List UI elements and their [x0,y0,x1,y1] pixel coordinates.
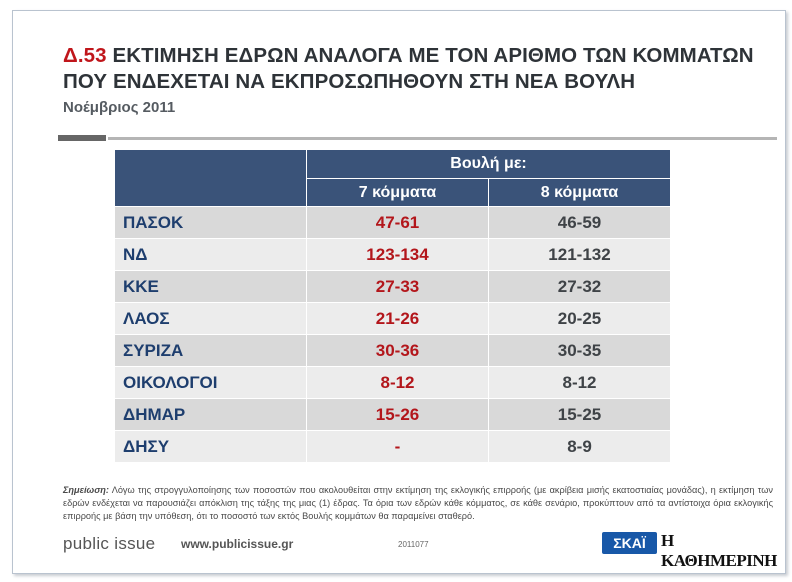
survey-code: 2011077 [398,540,429,549]
divider-line [108,137,777,140]
divider-accent [58,135,106,141]
seats-7-parties: 15-26 [306,398,489,431]
seats-7-parties: 123-134 [306,238,489,271]
skai-logo-text: ΣΚΑΪ [613,535,646,551]
slide: Δ.53 ΕΚΤΙΜΗΣΗ ΕΔΡΩΝ ΑΝΑΛΟΓΑ ΜΕ ΤΟΝ ΑΡΙΘΜ… [12,10,786,574]
seats-7-parties: 8-12 [306,366,489,399]
header-corner-cell [114,149,307,207]
table-row: ΟΙΚΟΛΟΓΟΙ 8-12 8-12 [114,366,671,399]
party-name: ΔΗΜΑΡ [114,398,307,431]
title-line-1: ΕΚΤΙΜΗΣΗ ΕΔΡΩΝ ΑΝΑΛΟΓΑ ΜΕ ΤΟΝ ΑΡΙΘΜΟ ΤΩΝ… [112,44,754,67]
table-row: ΔΗΣΥ - 8-9 [114,430,671,463]
party-name: ΟΙΚΟΛΟΓΟΙ [114,366,307,399]
party-name: ΔΗΣΥ [114,430,307,463]
table-row: ΣΥΡΙΖΑ 30-36 30-35 [114,334,671,367]
seats-8-parties: 8-9 [488,430,671,463]
seats-7-parties: 47-61 [306,206,489,239]
column-header-8-parties: 8 κόμματα [488,178,671,207]
brand-name: public issue [63,534,156,553]
seats-8-parties: 121-132 [488,238,671,271]
table-row: ΛΑΟΣ 21-26 20-25 [114,302,671,335]
party-name: ΝΔ [114,238,307,271]
table-header-row: Βουλή με: [114,149,671,207]
kathimerini-logo: Η ΚΑΘΗΜΕΡΙΝΗ [661,531,777,570]
party-name: ΠΑΣΟΚ [114,206,307,239]
seats-7-parties: 27-33 [306,270,489,303]
seats-8-parties: 27-32 [488,270,671,303]
group-header: Βουλή με: [306,149,671,179]
skai-logo: ΣΚΑΪ [602,532,657,554]
party-name: ΛΑΟΣ [114,302,307,335]
website-link[interactable]: www.publicissue.gr [181,537,294,551]
column-header-row: 7 κόμματα 8 κόμματα [115,178,671,207]
seats-7-parties: 21-26 [306,302,489,335]
seats-table: Βουλή με: 7 κόμματα 8 κόμματα ΠΑΣΟΚ 47-6… [114,149,671,463]
page-subtitle: Νοέμβριος 2011 [63,99,176,116]
column-header-7-parties: 7 κόμματα [306,178,489,207]
seats-7-parties: 30-36 [306,334,489,367]
party-name: ΚΚΕ [114,270,307,303]
table-row: ΚΚΕ 27-33 27-32 [114,270,671,303]
footnote-text: Λόγω της στρογγυλοποίησης των ποσοστών π… [63,485,773,521]
footnote: Σημείωση: Λόγω της στρογγυλοποίησης των … [63,484,773,523]
seats-8-parties: 30-35 [488,334,671,367]
seats-7-parties: - [306,430,489,463]
title-code: Δ.53 [63,44,107,67]
footnote-label: Σημείωση: [63,485,109,495]
table-row: ΔΗΜΑΡ 15-26 15-25 [114,398,671,431]
table-row: ΠΑΣΟΚ 47-61 46-59 [114,206,671,239]
page-title: Δ.53 ΕΚΤΙΜΗΣΗ ΕΔΡΩΝ ΑΝΑΛΟΓΑ ΜΕ ΤΟΝ ΑΡΙΘΜ… [63,43,773,95]
title-line-2: ΠΟΥ ΕΝΔΕΧΕΤΑΙ ΝΑ ΕΚΠΡΟΣΩΠΗΘΟΥΝ ΣΤΗ ΝΕΑ Β… [63,70,636,93]
table-row: ΝΔ 123-134 121-132 [114,238,671,271]
party-name: ΣΥΡΙΖΑ [114,334,307,367]
seats-8-parties: 20-25 [488,302,671,335]
seats-8-parties: 8-12 [488,366,671,399]
seats-8-parties: 46-59 [488,206,671,239]
seats-8-parties: 15-25 [488,398,671,431]
